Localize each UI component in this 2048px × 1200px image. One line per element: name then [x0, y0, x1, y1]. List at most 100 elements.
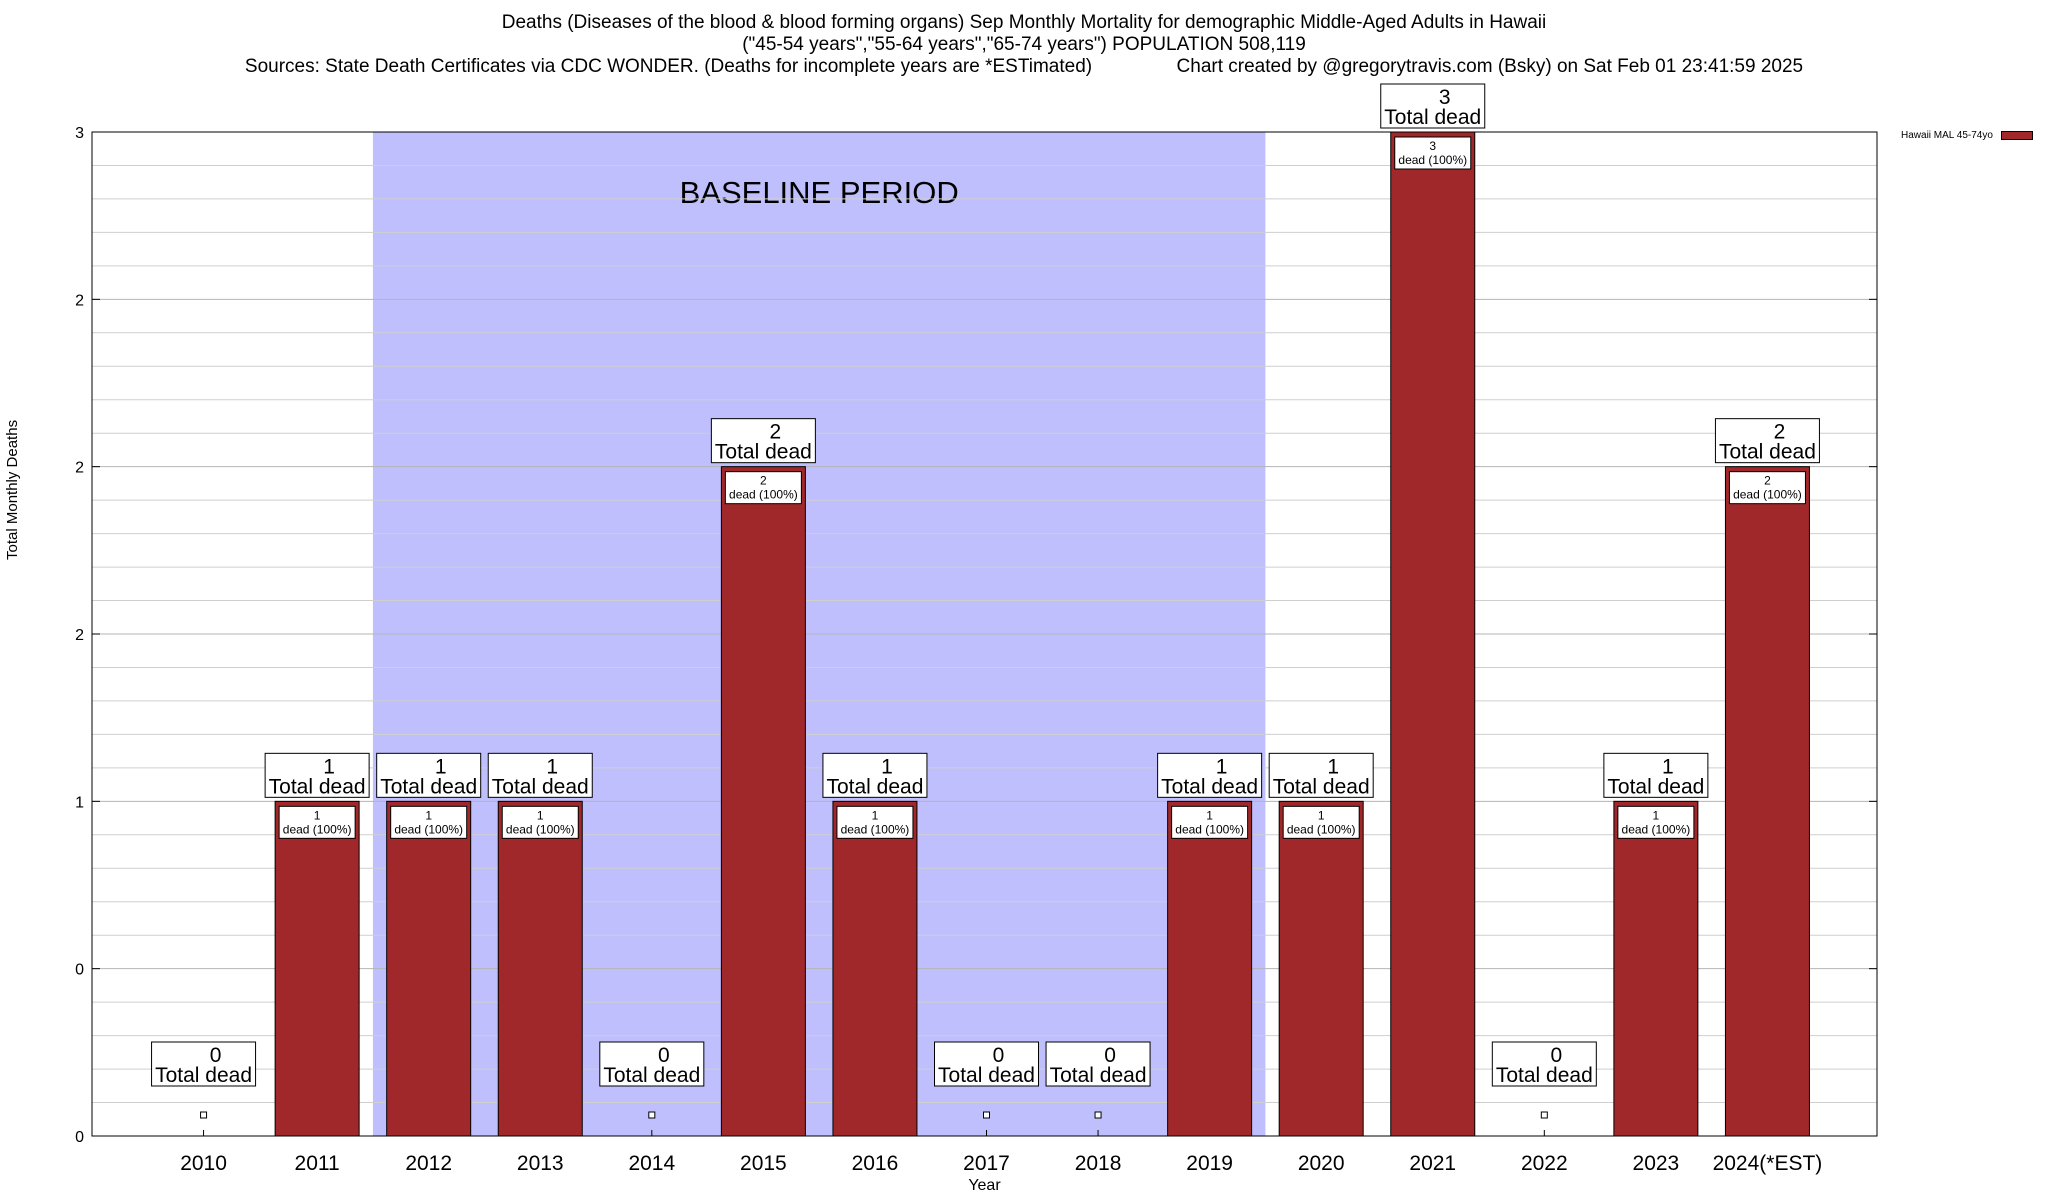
zero-marker	[1094, 1111, 1102, 1119]
total-label-box	[264, 752, 370, 798]
zero-marker	[1540, 1111, 1548, 1119]
total-label-box	[822, 752, 928, 798]
total-label: Total dead	[1384, 106, 1481, 129]
x-tick-label: 2011	[295, 1152, 340, 1175]
total-count: 0	[993, 1044, 1005, 1067]
zero-marker	[983, 1111, 990, 1119]
total-label: Total dead	[1050, 1064, 1147, 1087]
total-count: 0	[1104, 1044, 1116, 1067]
bar-inner-label: dead (100%)	[506, 822, 575, 836]
total-count: 3	[1439, 86, 1451, 109]
total-label-box	[1268, 752, 1374, 798]
legend: Hawaii MAL 45-74yo	[1901, 130, 2033, 141]
total-count: 1	[881, 755, 893, 778]
total-count: 0	[210, 1044, 222, 1067]
bar-inner-label-box	[501, 805, 579, 839]
bar	[497, 800, 583, 1137]
total-label: Total dead	[1161, 775, 1258, 798]
total-count: 0	[658, 1044, 670, 1067]
bar-inner-count: 1	[314, 808, 321, 822]
total-label: Total dead	[1273, 775, 1370, 798]
total-count: 0	[1550, 1044, 1562, 1067]
bar	[1724, 466, 1810, 1137]
chart-title: Deaths (Diseases of the blood & blood fo…	[0, 12, 2048, 78]
total-label: Total dead	[715, 441, 812, 464]
bar-inner-label: dead (100%)	[1733, 488, 1802, 502]
total-label-box	[487, 752, 593, 798]
y-tick-label: 2	[75, 627, 84, 644]
x-tick-label: 2012	[405, 1152, 452, 1175]
y-tick-label: 3	[75, 125, 84, 142]
x-tick-label: 2022	[1521, 1152, 1568, 1175]
total-label-box	[376, 752, 482, 798]
total-count: 1	[1327, 755, 1339, 778]
bar-inner-count: 2	[760, 474, 767, 488]
bar-inner-count: 1	[1653, 808, 1660, 822]
legend-label: Hawaii MAL 45-74yo	[1901, 130, 1993, 141]
total-label: Total dead	[1496, 1064, 1593, 1087]
x-axis-label: Year	[968, 1177, 1001, 1194]
bar-inner-label-box	[724, 471, 802, 505]
total-label-box	[710, 418, 816, 464]
total-label: Total dead	[269, 775, 366, 798]
total-label-box	[599, 1041, 705, 1087]
bar-inner-label: dead (100%)	[1622, 822, 1691, 836]
total-label: Total dead	[826, 775, 923, 798]
x-tick-label: 2024(*EST)	[1713, 1152, 1823, 1175]
y-tick-label: 2	[75, 460, 84, 477]
bar-inner-label-box	[278, 805, 356, 839]
bar	[832, 800, 918, 1137]
x-tick-label: 2021	[1409, 1152, 1456, 1175]
total-count: 1	[1662, 755, 1674, 778]
legend-swatch	[2000, 131, 2033, 140]
x-tick-label: 2019	[1186, 1152, 1233, 1175]
bar-inner-count: 1	[1206, 808, 1213, 822]
bar-inner-label: dead (100%)	[729, 488, 798, 502]
total-label: Total dead	[1607, 775, 1704, 798]
total-count: 2	[1774, 421, 1786, 444]
total-label: Total dead	[380, 775, 477, 798]
total-count: 1	[435, 755, 447, 778]
y-tick-label: 2	[75, 292, 84, 309]
total-label-box	[934, 1041, 1039, 1087]
bar-inner-count: 1	[1318, 808, 1325, 822]
bar-inner-count: 1	[425, 808, 432, 822]
total-count: 1	[1216, 755, 1228, 778]
bar-inner-label-box	[1728, 471, 1806, 505]
title-line-1: Deaths (Diseases of the blood & blood fo…	[501, 12, 1547, 33]
bar	[720, 466, 806, 1137]
y-tick-label: 1	[75, 794, 84, 811]
total-count: 1	[323, 755, 335, 778]
total-label-box	[1045, 1041, 1151, 1087]
baseline-label: BASELINE PERIOD	[680, 175, 959, 210]
total-label: Total dead	[155, 1064, 252, 1087]
bar-inner-label-box	[1171, 805, 1249, 839]
total-count: 2	[770, 421, 782, 444]
total-label-box	[151, 1041, 257, 1087]
bar	[1613, 800, 1699, 1137]
zero-marker	[200, 1111, 208, 1119]
x-tick-label: 2023	[1633, 1152, 1680, 1175]
bar-inner-count: 1	[872, 808, 879, 822]
bar	[1278, 800, 1364, 1137]
bar	[274, 800, 360, 1137]
total-label: Total dead	[938, 1064, 1035, 1087]
zero-marker	[648, 1111, 656, 1119]
total-count: 1	[546, 755, 558, 778]
total-label-box	[1714, 418, 1820, 464]
total-label-box	[1491, 1041, 1597, 1087]
x-tick-label: 2020	[1298, 1152, 1345, 1175]
x-tick-label: 2010	[180, 1152, 227, 1175]
total-label: Total dead	[603, 1064, 700, 1087]
bar-inner-label: dead (100%)	[283, 822, 352, 836]
bar-inner-label: dead (100%)	[394, 822, 463, 836]
bar-inner-label-box	[836, 805, 914, 839]
bar-inner-label-box	[1617, 805, 1695, 839]
x-tick-label: 2017	[963, 1152, 1010, 1175]
bar-inner-label-box	[390, 805, 468, 839]
bar-inner-label-box	[1394, 136, 1472, 170]
x-tick-label: 2015	[740, 1152, 787, 1175]
bar-inner-label: dead (100%)	[1398, 153, 1467, 167]
bar-inner-label: dead (100%)	[1175, 822, 1244, 836]
